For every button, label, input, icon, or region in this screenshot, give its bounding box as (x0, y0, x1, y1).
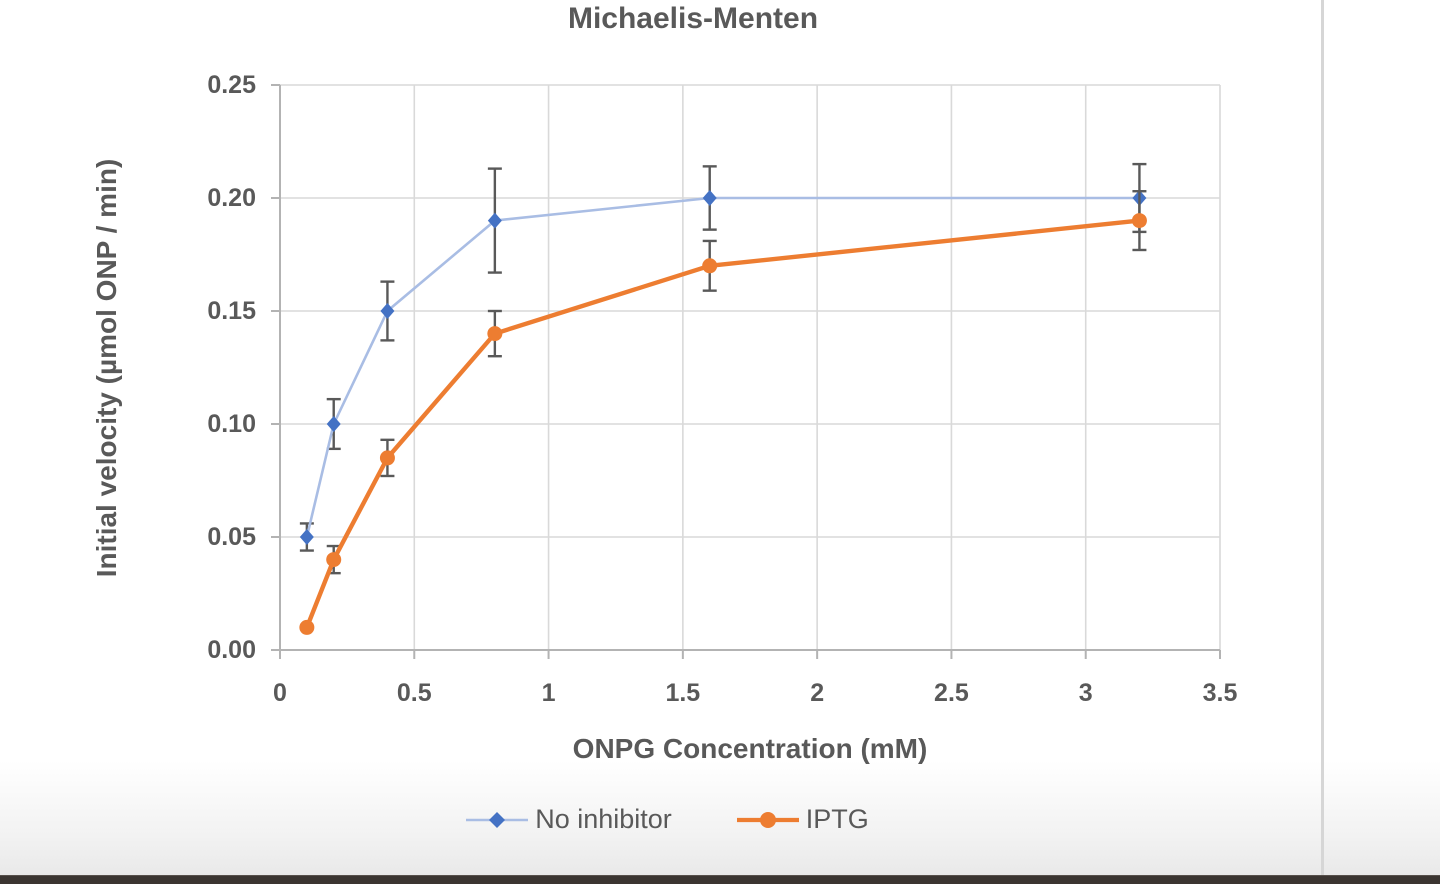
legend-label-no-inhibitor: No inhibitor (535, 804, 672, 834)
series-line-no-inhibitor (305, 196, 1140, 538)
data-point-no-inhibitor (487, 212, 502, 229)
x-tick-label: 1 (541, 679, 556, 707)
y-tick-label: 0.00 (207, 636, 256, 664)
data-point-iptg (702, 258, 718, 274)
legend-circle-marker (759, 811, 776, 828)
y-tick-label: 0.25 (207, 71, 256, 99)
bottom-bar (0, 875, 1440, 884)
data-point-iptg (379, 450, 395, 466)
y-tick-label: 0.20 (207, 184, 256, 212)
legend-item-iptg: IPTG (736, 804, 869, 835)
plot-area (271, 84, 1221, 659)
legend-item-no-inhibitor: No inhibitor (465, 804, 672, 835)
data-point-no-inhibitor (702, 190, 717, 206)
data-point-iptg (1131, 213, 1147, 229)
legend: No inhibitor IPTG (0, 804, 1334, 835)
legend-diamond-marker (489, 811, 506, 828)
y-tick-label: 0.15 (207, 297, 256, 325)
x-axis-title: ONPG Concentration (mM) (572, 733, 928, 764)
data-point-no-inhibitor (380, 303, 395, 319)
y-tick-label: 0.10 (207, 410, 256, 438)
x-tick-label: 0 (273, 679, 287, 707)
x-tick-label: 2 (810, 679, 825, 707)
legend-label-iptg: IPTG (805, 804, 869, 834)
data-point-iptg (326, 552, 342, 568)
x-tick-label: 3.5 (1202, 679, 1238, 707)
window-divider-line (1321, 0, 1324, 884)
data-point-no-inhibitor (299, 529, 314, 545)
x-tick-label: 1.5 (665, 679, 701, 707)
series-line-iptg (304, 218, 1140, 629)
data-point-iptg (487, 326, 503, 342)
chart-title: Michaelis-Menten (567, 2, 819, 35)
x-tick-label: 0.5 (396, 679, 432, 707)
iptg-line-circle-icon (736, 811, 799, 828)
x-tick-label: 3 (1078, 679, 1093, 707)
x-tick-label: 2.5 (934, 679, 969, 707)
y-tick-label: 0.05 (207, 523, 256, 551)
y-axis-title: Initial velocity (µmol ONP / min) (91, 158, 122, 578)
data-point-iptg (299, 619, 315, 635)
data-point-no-inhibitor (326, 416, 341, 432)
no-inhibitor-line-diamond-icon (466, 811, 529, 828)
